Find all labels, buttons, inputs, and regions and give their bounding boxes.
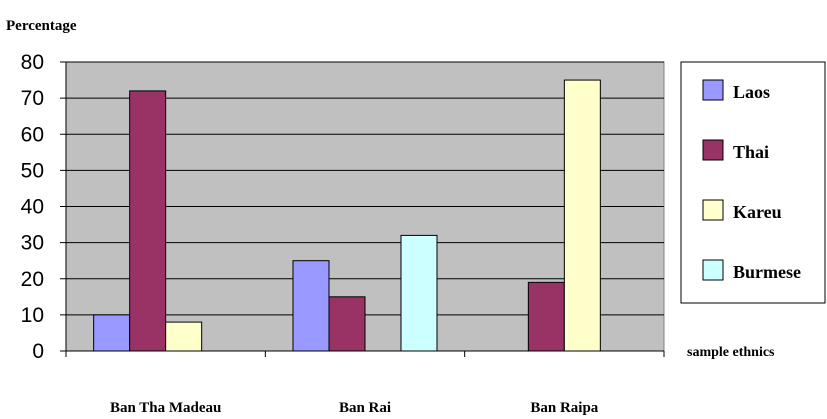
x-axis-label: sample ethnics [687,345,775,360]
x-tick-label: Ban Tha Madeau [110,400,221,416]
y-axis-label: Percentage [6,18,77,34]
bar-thai-2 [328,296,366,352]
legend-label-thai: Thai [733,142,769,162]
axes [65,62,664,352]
legend-label-laos: Laos [733,82,770,102]
y-tick-label: 70 [21,87,44,110]
legend-swatch-burmese [702,259,724,281]
y-tick-label: 0 [32,340,44,363]
bar-kareu-1 [165,321,203,352]
legend-swatch-thai [702,139,724,161]
y-tick-label: 80 [21,51,44,74]
bars [93,79,601,352]
y-tick-label: 20 [21,268,44,291]
legend-label-kareu: Kareu [733,202,782,222]
y-tick-label: 60 [21,123,44,146]
legend-swatch-kareu [702,199,724,221]
y-tick-label: 40 [21,196,44,219]
y-tick-label: 30 [21,232,44,255]
legend-swatch-laos [702,79,724,101]
bar-kareu-3 [563,79,601,352]
x-tick-label: Ban Rai [339,400,391,416]
x-tick-label: Ban Raipa [530,400,598,416]
bar-thai-1 [129,90,167,352]
y-tick-label: 10 [21,304,44,327]
bar-laos-1 [93,314,131,352]
x-axis-ticks: Ban Tha Madeau Ban Rai Ban Raipa [65,351,665,416]
y-tick-label: 50 [21,159,44,182]
bar-thai-3 [527,281,565,352]
bar-burmese-2 [400,234,438,352]
legend: Laos Thai Kareu Burmese [680,61,826,304]
y-axis-ticks: 0 10 20 30 40 50 60 70 80 [21,51,66,363]
legend-label-burmese: Burmese [733,262,801,282]
bar-laos-2 [292,260,330,352]
